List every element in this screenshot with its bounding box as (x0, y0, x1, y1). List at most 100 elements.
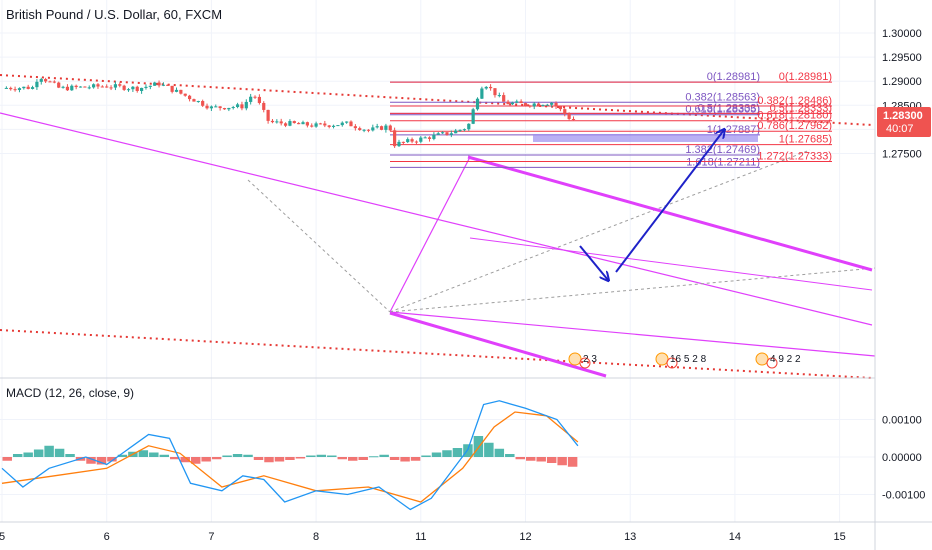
candle-body (161, 84, 166, 86)
candle-body (480, 88, 484, 99)
candle-body (148, 85, 152, 87)
channel-inner-1 (469, 237, 873, 291)
macd-histogram-bar (264, 457, 274, 463)
candle-body (449, 133, 453, 135)
candle-body (266, 109, 270, 121)
candle-body (528, 105, 532, 107)
candle-body (558, 106, 562, 110)
macd-histogram-bar (159, 454, 170, 457)
candle-body (70, 85, 74, 91)
candle-body (135, 86, 139, 91)
macd-histogram-bar (170, 457, 180, 460)
macd-histogram-bar (337, 457, 348, 460)
time-tick: 13 (624, 531, 636, 543)
macd-histogram-bar (23, 452, 33, 457)
candle-body (140, 87, 144, 91)
macd-histogram-bar (463, 444, 473, 457)
candle-body (26, 86, 30, 89)
candle-body (353, 126, 357, 129)
candle-body (153, 82, 157, 86)
candle-body (249, 96, 253, 102)
macd-histogram-bar (484, 442, 494, 457)
fib-right-label: 0.382(1.28486) (757, 95, 832, 107)
candle-body (454, 130, 458, 134)
macd-histogram-bar (243, 454, 253, 457)
candle-body (109, 87, 113, 89)
macd-histogram-bar (107, 457, 117, 462)
fib-left-label: 1.382(1.27469) (685, 144, 760, 156)
candle-body (502, 95, 506, 102)
macd-histogram-bar (327, 455, 337, 457)
candle-body (419, 137, 423, 142)
fib-right-label: 1.272(1.27333) (757, 151, 832, 163)
macd-histogram-bar (358, 457, 368, 460)
candle-body (92, 84, 96, 88)
candle-body (489, 86, 493, 89)
event-count: 4 9 2 2 (770, 354, 801, 365)
candle-body (349, 121, 353, 127)
macd-histogram-bar (33, 449, 44, 457)
macd-histogram-bar (316, 454, 327, 457)
candle-body (310, 125, 314, 127)
candle-body (432, 134, 436, 139)
candle-body (39, 79, 43, 82)
candle-body (201, 101, 205, 106)
macd-histogram-bar (431, 452, 442, 457)
fib-left-label: 0.5(1.28333) (698, 102, 760, 114)
candle-body (100, 86, 104, 88)
candle-body (550, 102, 554, 105)
dotted-channel-bottom (0, 329, 873, 379)
price-tick: 1.30000 (882, 28, 922, 40)
candle-body (74, 85, 78, 88)
candle-body (4, 87, 8, 89)
macd-histogram-bar (285, 457, 295, 460)
candle-body (253, 96, 257, 98)
candle-body (166, 84, 170, 86)
candle-body (388, 125, 392, 131)
price-tick: 1.27500 (882, 149, 922, 161)
candle-body (30, 87, 35, 89)
candle-body (105, 86, 109, 88)
candle-body (13, 89, 17, 91)
price-tick: 1.29000 (882, 76, 922, 88)
macd-histogram-bar (505, 454, 515, 457)
candle-body (397, 141, 401, 147)
candle-body (314, 123, 318, 127)
event-marker (766, 357, 778, 369)
candle-body (506, 101, 510, 105)
macd-histogram-bar (274, 457, 285, 462)
macd-histogram-bar (117, 454, 128, 457)
candle-body (406, 139, 410, 143)
candle-body (52, 81, 56, 83)
candle-body (283, 123, 288, 126)
macd-histogram-bar (138, 450, 149, 457)
candle-body (288, 121, 292, 126)
candle-body (493, 88, 497, 96)
candle-body (545, 104, 549, 106)
candle-body (270, 120, 275, 123)
macd-histogram-bar (379, 454, 389, 457)
candle-body (436, 133, 440, 135)
candle-body (410, 139, 414, 142)
macd-histogram-bar (211, 457, 222, 460)
candle-body (393, 130, 397, 147)
macd-indicator-label[interactable]: MACD (12, 26, close, 9) (6, 386, 135, 400)
candle-body (48, 81, 52, 83)
candle-body (445, 132, 449, 135)
macd-histogram-bar (515, 457, 525, 460)
fib-left-label: 1.618(1.27211) (686, 156, 760, 168)
candle-body (484, 86, 488, 89)
candle-body (174, 89, 179, 92)
macd-histogram-bar (201, 457, 211, 462)
candle-body (61, 86, 65, 88)
candle-body (414, 141, 419, 143)
time-tick: 12 (519, 531, 531, 543)
event-count: 2 3 (583, 354, 597, 365)
candle-body (471, 109, 475, 124)
fib-left-label: 0.618(1.28305) (685, 104, 760, 116)
candle-body (87, 87, 91, 89)
event-marker (655, 352, 669, 366)
macd-histogram-bar (232, 454, 243, 457)
candle-body (113, 84, 118, 88)
